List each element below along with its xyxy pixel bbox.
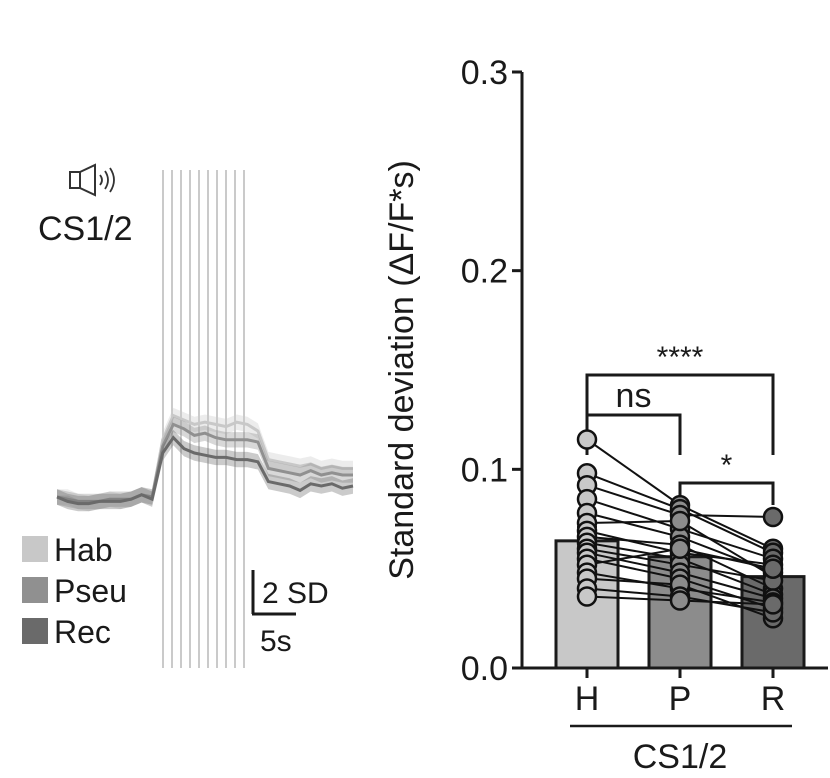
significance-label: * (721, 449, 733, 482)
scale-bar-x-label: 5s (260, 625, 292, 658)
significance-brackets: ns***** (585, 341, 775, 505)
y-tick-label: 0.1 (461, 451, 508, 489)
legend-swatch-rec (22, 618, 48, 644)
scale-bar-y-label: 2 SD (262, 577, 329, 610)
significance-label: **** (657, 341, 704, 374)
subject-point (669, 510, 691, 532)
subject-point (576, 429, 598, 450)
speaker-icon (69, 163, 115, 197)
legend-label-rec: Rec (54, 614, 111, 650)
subject-point (669, 590, 691, 611)
legend-swatch-hab (22, 536, 48, 562)
subject-point (576, 586, 598, 607)
trace-legend: Hab Pseu Rec (22, 532, 127, 650)
x-tick-label: R (761, 680, 786, 718)
significance-label: ns (616, 377, 652, 415)
subject-point (762, 558, 784, 579)
trace-line-rec (56, 435, 354, 506)
y-axis: 0.0 0.1 0.2 0.3 (461, 54, 524, 688)
y-tick-label: 0.0 (461, 650, 508, 688)
legend-label-hab: Hab (54, 532, 113, 568)
trace-band-rec (57, 429, 353, 512)
significance-bracket (585, 373, 775, 455)
fluorescence-traces (56, 407, 354, 512)
x-tick-label: H (575, 680, 600, 718)
significance-bracket (678, 481, 775, 505)
legend-swatch-pseu (22, 577, 48, 603)
subject-point (669, 538, 691, 560)
stimulus-label: CS1/2 (38, 210, 133, 248)
subject-point (762, 506, 784, 528)
subject-point (762, 594, 784, 615)
y-tick-label: 0.3 (461, 54, 508, 92)
legend-label-pseu: Pseu (54, 573, 127, 609)
y-axis-title: Standard deviation (ΔF/F*s) (383, 160, 421, 580)
trace-band-pseu (57, 416, 353, 510)
x-tick-label: P (669, 680, 692, 718)
scale-bar: 2 SD 5s (251, 570, 329, 658)
stimulus-pulses (162, 170, 245, 668)
y-tick-label: 0.2 (461, 253, 508, 291)
x-axis-title: CS1/2 (633, 738, 728, 776)
paired-subject-lines (576, 429, 784, 629)
